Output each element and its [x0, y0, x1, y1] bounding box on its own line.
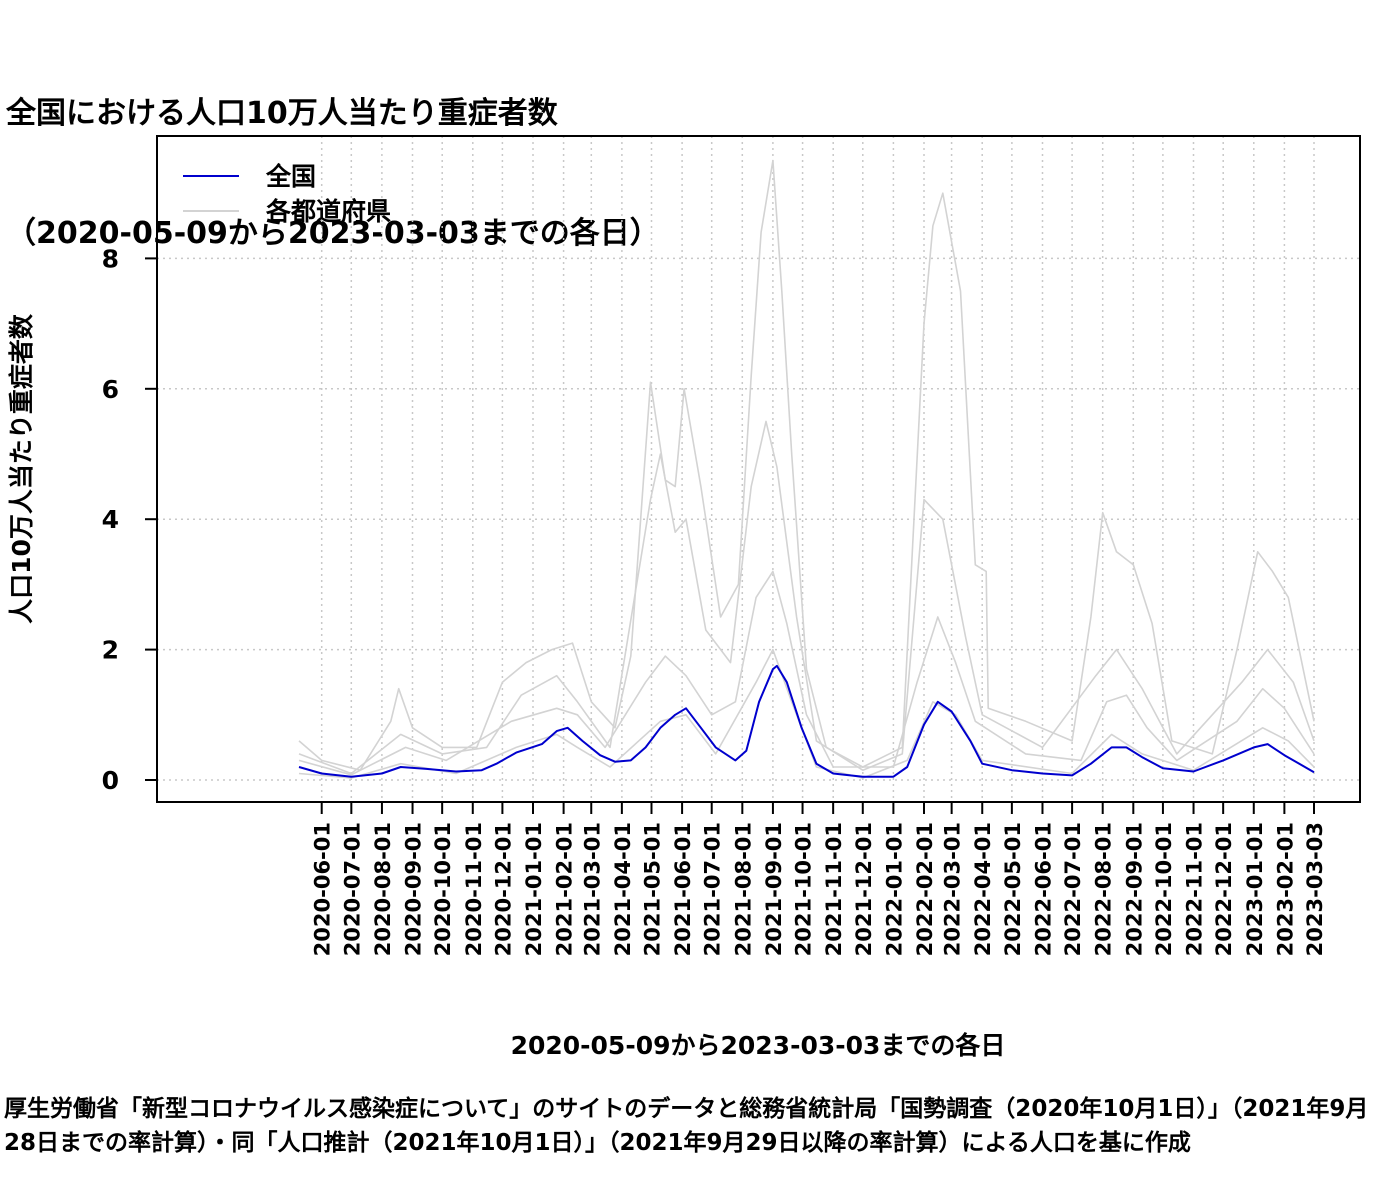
x-tick-label: 2022-01-01 [882, 822, 906, 956]
x-tick-label: 2022-11-01 [1183, 822, 1207, 956]
x-tick-label: 2022-02-01 [913, 822, 937, 956]
x-tick-label: 2022-05-01 [1001, 822, 1025, 956]
y-axis: 0 2 4 6 8 [102, 244, 157, 795]
x-tick-label: 2021-05-01 [641, 822, 665, 956]
x-tick-label: 2021-11-01 [822, 822, 846, 956]
x-tick-label: 2021-06-01 [671, 822, 695, 956]
x-tick-label: 2021-03-01 [580, 822, 604, 956]
y-tick-label: 2 [102, 636, 119, 665]
x-tick-label: 2023-01-01 [1243, 822, 1267, 956]
x-tick-label: 2021-01-01 [522, 822, 546, 956]
x-tick-label: 2022-09-01 [1122, 822, 1146, 956]
chart-title-line-2: （2020-05-09から2023-03-03までの各日） [6, 216, 660, 251]
national-line [298, 664, 1315, 778]
legend: 全国 各都道府県 [183, 162, 391, 226]
chart-title-line-1: 全国における人口10万人当たり重症者数 [6, 96, 558, 131]
x-tick-label: 2021-09-01 [762, 822, 786, 956]
y-tick-label: 8 [102, 244, 119, 273]
source-caption: 厚生労働省「新型コロナウイルス感染症について」のサイトのデータと総務省統計局「国… [4, 1096, 1369, 1156]
x-axis: 2020-06-01 2020-07-01 2020-08-01 2020-09-01… [311, 802, 1327, 956]
x-tick-label: 2020-12-01 [491, 822, 515, 956]
x-tick-label: 2020-09-01 [402, 822, 426, 956]
x-tick-label: 2020-10-01 [431, 822, 455, 956]
x-tick-label: 2022-07-01 [1061, 822, 1085, 956]
y-tick-label: 0 [102, 766, 119, 795]
x-tick-label: 2023-03-03 [1303, 822, 1327, 956]
prefecture-lines [298, 159, 1315, 779]
x-tick-label: 2021-08-01 [731, 822, 755, 956]
y-tick-label: 6 [102, 375, 119, 404]
x-tick-label: 2021-04-01 [611, 822, 635, 956]
x-tick-label: 2023-02-01 [1273, 822, 1297, 956]
y-tick-label: 4 [102, 505, 119, 534]
x-tick-label: 2020-07-01 [340, 822, 364, 956]
x-tick-label: 2022-03-01 [941, 822, 965, 956]
series-line-prefecture [298, 570, 1315, 776]
x-tick-label: 2022-10-01 [1152, 822, 1176, 956]
x-tick-label: 2021-12-01 [852, 822, 876, 956]
y-axis-title: 人口10万人当たり重症者数 [7, 313, 36, 624]
x-tick-label: 2020-08-01 [371, 822, 395, 956]
series-line-prefecture [298, 648, 1315, 779]
x-tick-label: 2021-07-01 [701, 822, 725, 956]
legend-label-prefectures: 各都道府県 [265, 197, 391, 226]
x-tick-label: 2022-04-01 [971, 822, 995, 956]
x-tick-label: 2020-06-01 [311, 822, 335, 956]
series-line-prefecture [298, 159, 1315, 771]
x-tick-label: 2021-02-01 [553, 822, 577, 956]
x-tick-label: 2022-08-01 [1092, 822, 1116, 956]
x-tick-label: 2022-12-01 [1212, 822, 1236, 956]
x-tick-label: 2020-11-01 [462, 822, 486, 956]
x-tick-label: 2022-06-01 [1032, 822, 1056, 956]
series-line-national [298, 664, 1315, 778]
chart-title: 全国における人口10万人当たり重症者数 （2020-05-09から2023-03… [6, 14, 660, 294]
series-line-prefecture [298, 420, 1315, 775]
legend-label-national: 全国 [265, 162, 316, 191]
x-axis-title: 2020-05-09から2023-03-03までの各日 [511, 1031, 1006, 1060]
x-tick-label: 2021-10-01 [792, 822, 816, 956]
plot-frame [156, 135, 1361, 803]
